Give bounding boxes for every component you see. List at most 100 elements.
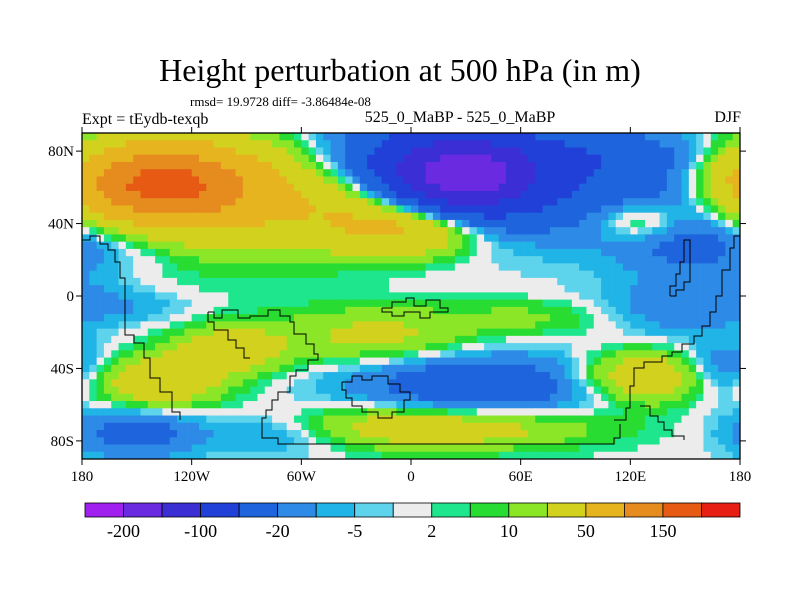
field-cell <box>411 285 419 293</box>
field-cell <box>506 328 514 337</box>
field-cell <box>367 451 376 459</box>
field-cell <box>103 393 112 402</box>
field-cell <box>286 183 295 192</box>
field-cell <box>674 219 683 228</box>
field-cell <box>96 183 105 192</box>
field-cell <box>315 234 324 243</box>
field-cell <box>147 227 156 236</box>
field-cell <box>345 350 354 359</box>
field-cell <box>688 176 697 185</box>
field-cell <box>696 241 705 250</box>
field-cell <box>454 198 463 207</box>
field-cell <box>674 306 683 315</box>
field-cell <box>674 422 683 431</box>
field-cell <box>623 190 631 199</box>
field-cell <box>206 248 215 257</box>
field-cell <box>89 256 98 264</box>
field-cell <box>462 219 471 228</box>
field-cell <box>191 270 200 279</box>
colorbar-label: -200 <box>107 521 140 541</box>
field-cell <box>630 176 639 185</box>
field-cell <box>637 241 646 250</box>
field-cell <box>447 277 456 286</box>
field-cell <box>710 328 719 337</box>
field-cell <box>579 263 588 272</box>
field-cell <box>125 169 134 178</box>
field-cell <box>198 227 207 236</box>
field-cell <box>177 379 185 388</box>
height-field <box>82 133 740 459</box>
field-cell <box>242 408 251 417</box>
field-cell <box>454 205 463 214</box>
field-cell <box>593 350 602 359</box>
field-cell <box>147 190 156 199</box>
field-cell <box>527 321 536 330</box>
field-cell <box>527 256 536 264</box>
field-cell <box>381 408 390 417</box>
field-cell <box>286 335 295 344</box>
field-cell <box>498 154 507 163</box>
field-cell <box>352 263 361 272</box>
field-cell <box>403 393 412 402</box>
field-cell <box>579 357 588 366</box>
field-cell <box>337 227 346 236</box>
field-cell <box>140 386 149 395</box>
field-cell <box>462 386 471 395</box>
field-cell <box>352 292 361 301</box>
field-cell <box>220 169 229 178</box>
field-cell <box>396 248 405 257</box>
field-cell <box>315 408 324 417</box>
field-cell <box>623 364 631 373</box>
field-cell <box>147 205 156 214</box>
field-cell <box>520 234 529 243</box>
field-cell <box>586 212 595 221</box>
field-cell <box>564 372 573 380</box>
field-cell <box>674 183 683 192</box>
field-cell <box>557 328 566 337</box>
field-cell <box>264 372 273 380</box>
field-cell <box>725 401 734 409</box>
field-cell <box>213 306 222 315</box>
field-cell <box>272 285 280 293</box>
field-cell <box>272 306 280 315</box>
field-cell <box>198 212 207 221</box>
field-cell <box>681 147 690 156</box>
field-cell <box>140 314 149 322</box>
field-cell <box>586 190 595 199</box>
field-cell <box>425 183 434 192</box>
field-cell <box>257 154 266 163</box>
field-cell <box>235 379 244 388</box>
field-cell <box>601 198 609 207</box>
field-cell <box>242 393 251 402</box>
field-cell <box>418 241 427 250</box>
field-cell <box>630 285 639 293</box>
field-cell <box>432 198 441 207</box>
field-cell <box>279 169 288 178</box>
field-cell <box>235 234 244 243</box>
field-cell <box>381 169 390 178</box>
field-cell <box>125 299 134 308</box>
field-cell <box>718 176 726 185</box>
field-cell <box>272 343 280 351</box>
field-cell <box>447 154 456 163</box>
field-cell <box>403 451 412 459</box>
field-cell <box>235 292 244 301</box>
field-cell <box>250 379 259 388</box>
field-cell <box>542 133 551 141</box>
field-cell <box>294 256 302 264</box>
field-cell <box>454 328 463 337</box>
field-cell <box>330 219 339 228</box>
field-cell <box>601 292 609 301</box>
field-cell <box>125 154 134 163</box>
field-cell <box>118 140 127 149</box>
field-cell <box>191 227 200 236</box>
field-cell <box>440 314 449 322</box>
field-cell <box>323 234 332 243</box>
field-cell <box>403 183 412 192</box>
field-cell <box>396 422 405 431</box>
field-cell <box>89 176 98 185</box>
field-cell <box>220 437 229 446</box>
field-cell <box>674 386 683 395</box>
field-cell <box>374 292 383 301</box>
field-cell <box>418 190 427 199</box>
